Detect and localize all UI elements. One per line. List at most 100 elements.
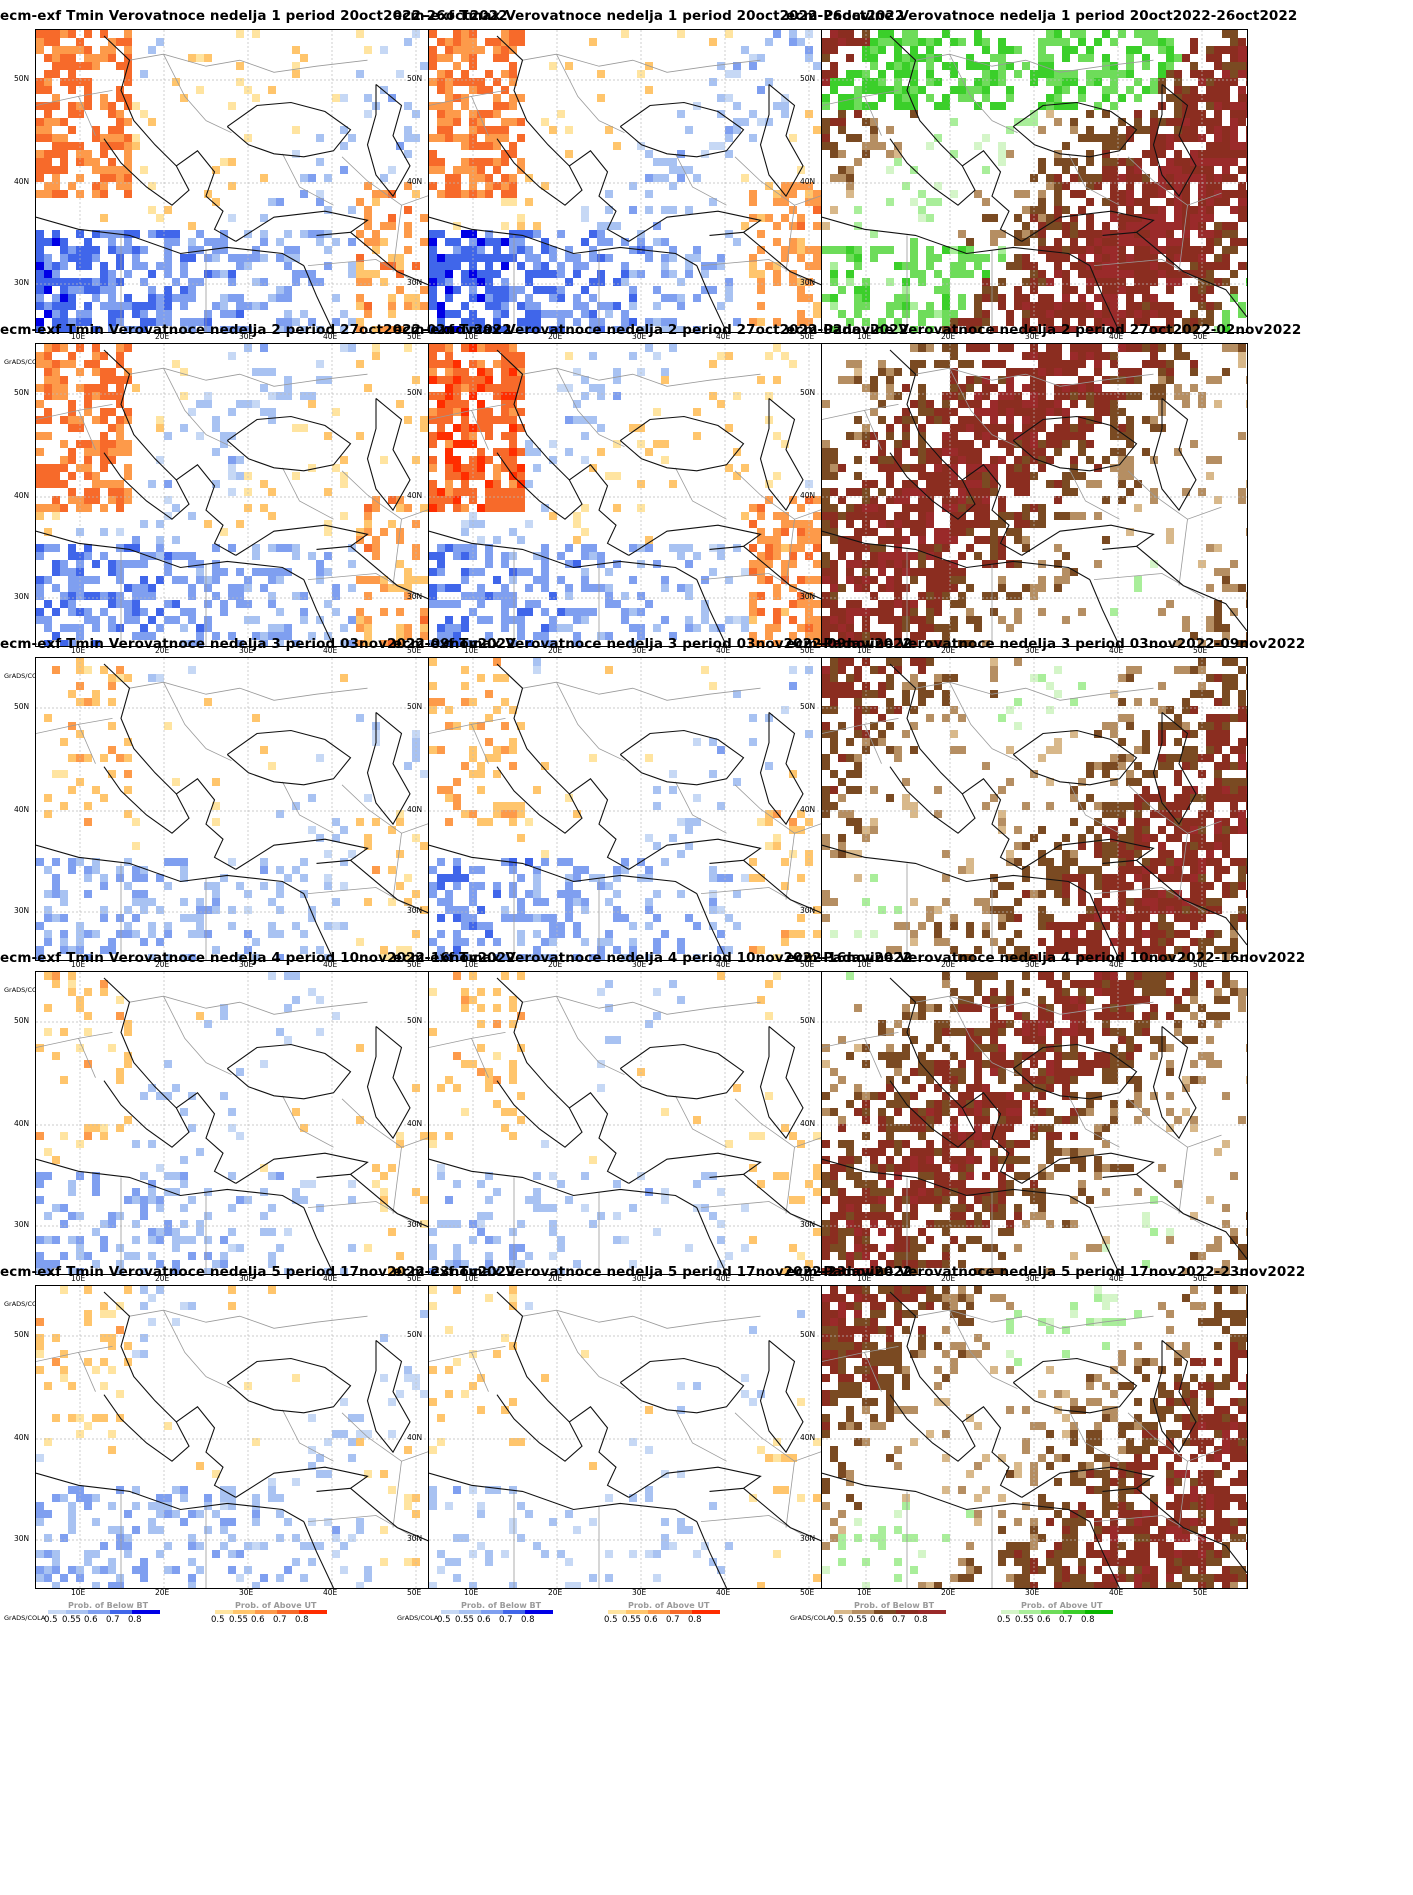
longitude-label: 50E: [800, 646, 815, 655]
legend-swatch: [918, 1610, 946, 1614]
legend-tick-label: 0.6: [477, 1615, 491, 1625]
longitude-label: 10E: [857, 646, 872, 655]
legend-tick-label: 0.5: [437, 1615, 451, 1625]
longitude-label: 50E: [1193, 960, 1208, 969]
longitude-label: 40E: [716, 1274, 731, 1283]
latitude-label: 50N: [407, 1330, 423, 1339]
map-panel-precip-week-3: ecm-Padavine Verovatnoce nedelja 3 perio…: [786, 628, 1305, 1007]
probability-map: [821, 657, 1248, 961]
map-canvas: [822, 1286, 1247, 1588]
legend-colorbar: [834, 1610, 946, 1614]
map-panel-tmax-week-2: ecm-exf Tmax Verovatnoce nedelja 2 perio…: [393, 314, 909, 693]
legend-tick-label: 0.6: [1037, 1615, 1051, 1625]
grads-credit: GrADS/COLA: [4, 358, 46, 366]
legend-tick-label: 0.5: [830, 1615, 844, 1625]
map-canvas: [429, 658, 854, 960]
legend-tick-label: 0.7: [1059, 1615, 1073, 1625]
legend-swatch: [670, 1610, 692, 1614]
map-panel-tmin-week-2: ecm-exf Tmin Verovatnoce nedelja 2 perio…: [0, 314, 512, 693]
probability-map: [428, 1285, 855, 1589]
map-canvas: [36, 30, 461, 332]
probability-map: [428, 657, 855, 961]
legend-swatch: [299, 1610, 327, 1614]
legend-tick-label: 0.55: [229, 1615, 248, 1625]
longitude-label: 50E: [1193, 1588, 1208, 1597]
latitude-label: 50N: [14, 702, 30, 711]
latitude-label: 40N: [14, 491, 30, 500]
legend-tick-label: 0.8: [295, 1615, 309, 1625]
grads-credit: GrADS/COLA: [397, 1614, 439, 1622]
latitude-label: 40N: [800, 177, 816, 186]
probability-field: [429, 658, 854, 960]
panel-title: ecm-Padavine Verovatnoce nedelja 5 perio…: [786, 1264, 1306, 1280]
probability-map: [821, 29, 1248, 333]
legend-tick-label: 0.7: [666, 1615, 680, 1625]
map-canvas: [429, 344, 854, 646]
legend-swatch: [852, 1610, 874, 1614]
latitude-label: 30N: [14, 1220, 30, 1229]
longitude-label: 20E: [155, 1274, 170, 1283]
legend-tick-label: 0.6: [644, 1615, 658, 1625]
grads-credit: GrADS/COLA: [4, 672, 46, 680]
panel-title: ecm-exf Tmax Verovatnoce nedelja 2 perio…: [393, 322, 909, 338]
latitude-label: 40N: [14, 177, 30, 186]
longitude-label: 10E: [857, 1274, 872, 1283]
longitude-label: 30E: [239, 960, 254, 969]
probability-field: [822, 658, 1247, 960]
latitude-label: 30N: [407, 1220, 423, 1229]
latitude-label: 40N: [407, 805, 423, 814]
longitude-label: 30E: [1025, 1274, 1040, 1283]
latitude-label: 40N: [800, 1433, 816, 1442]
latitude-label: 40N: [14, 1119, 30, 1128]
legend-title: Prob. of Above UT: [628, 1601, 710, 1610]
legend-tick-label: 0.55: [622, 1615, 641, 1625]
longitude-label: 30E: [632, 1588, 647, 1597]
longitude-label: 10E: [857, 960, 872, 969]
latitude-label: 30N: [800, 278, 816, 287]
longitude-label: 10E: [464, 1274, 479, 1283]
grads-credit: GrADS/COLA: [4, 1614, 46, 1622]
legend-title: Prob. of Below BT: [68, 1601, 149, 1610]
legend-tick-label: 0.8: [128, 1615, 142, 1625]
probability-field: [822, 1286, 1247, 1588]
latitude-label: 30N: [800, 1534, 816, 1543]
panel-title: ecm-Padavine Verovatnoce nedelja 1 perio…: [786, 8, 1298, 24]
longitude-label: 40E: [1109, 646, 1124, 655]
map-panel-precip-week-1: ecm-Padavine Verovatnoce nedelja 1 perio…: [786, 0, 1298, 379]
longitude-label: 40E: [323, 960, 338, 969]
longitude-label: 40E: [323, 646, 338, 655]
latitude-label: 30N: [14, 592, 30, 601]
probability-field: [429, 344, 854, 646]
longitude-label: 40E: [1109, 332, 1124, 341]
legend-tick-label: 0.6: [251, 1615, 265, 1625]
legend-tick-label: 0.7: [273, 1615, 287, 1625]
longitude-label: 50E: [800, 1274, 815, 1283]
legend-colorbar: [608, 1610, 720, 1614]
longitude-label: 30E: [632, 960, 647, 969]
legend-swatch: [1019, 1610, 1041, 1614]
map-panel-tmax-week-4: ecm-exf Tmax Verovatnoce nedelja 4 perio…: [393, 942, 912, 1321]
legend-swatch: [874, 1610, 896, 1614]
longitude-label: 20E: [548, 1588, 563, 1597]
map-panel-precip-week-2: ecm-Padavine Verovatnoce nedelja 2 perio…: [786, 314, 1301, 693]
legend-tick-label: 0.6: [870, 1615, 884, 1625]
panel-title: ecm-exf Tmin Verovatnoce nedelja 5 perio…: [0, 1264, 516, 1280]
latitude-label: 40N: [14, 1433, 30, 1442]
longitude-label: 10E: [464, 960, 479, 969]
longitude-label: 20E: [548, 960, 563, 969]
legend-tick-label: 0.5: [211, 1615, 225, 1625]
legend-swatch: [441, 1610, 459, 1614]
probability-map: [821, 971, 1248, 1275]
latitude-label: 30N: [14, 906, 30, 915]
legend-swatch: [608, 1610, 626, 1614]
legend-swatch: [525, 1610, 553, 1614]
legend-tick-label: 0.8: [521, 1615, 535, 1625]
longitude-label: 40E: [1109, 960, 1124, 969]
legend-swatch: [110, 1610, 132, 1614]
legend-swatch: [48, 1610, 66, 1614]
longitude-label: 20E: [548, 332, 563, 341]
latitude-label: 30N: [800, 592, 816, 601]
longitude-label: 20E: [155, 646, 170, 655]
